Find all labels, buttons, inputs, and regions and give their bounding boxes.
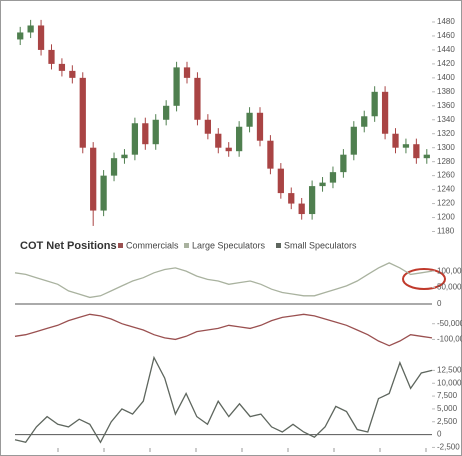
candle-body	[90, 147, 97, 211]
candle-body	[152, 119, 159, 145]
candle-body	[142, 123, 149, 145]
candle-body	[110, 158, 118, 176]
y-tick-label: 1360	[437, 101, 455, 110]
candle-body	[37, 25, 45, 50]
y-tick-label: 1460	[437, 31, 455, 40]
y-tick-label: 10,000	[437, 378, 462, 387]
candle-body	[194, 77, 201, 120]
candle-body	[131, 123, 139, 155]
candle-body	[308, 186, 316, 215]
legend-label: Large Speculators	[192, 240, 266, 250]
candle-body	[204, 119, 211, 134]
series-line	[14, 313, 433, 347]
legend-swatch	[276, 243, 281, 248]
y-tick-label: 100,000	[437, 266, 462, 275]
candle-body	[423, 154, 430, 159]
candle-body	[319, 182, 326, 187]
y-tick-label: -2,500	[437, 443, 460, 452]
y-tick-label: 50,000	[437, 283, 462, 292]
candle-body	[17, 32, 24, 40]
series-line	[14, 262, 433, 299]
y-tick-label: 2,500	[437, 417, 458, 426]
y-tick-label: 1380	[437, 87, 455, 96]
y-tick-label: 1280	[437, 157, 455, 166]
candle-body	[340, 154, 347, 173]
candle-body	[225, 147, 232, 152]
candle-body	[392, 133, 399, 148]
candle-body	[256, 112, 264, 141]
y-tick-label: 7,500	[437, 391, 458, 400]
y-tick-label: 1220	[437, 199, 455, 208]
candle-body	[163, 105, 170, 120]
legend-title: COT Net Positions	[20, 240, 117, 252]
candle-body	[350, 126, 357, 155]
candle-body	[361, 116, 368, 127]
y-tick-label: 1200	[437, 213, 455, 222]
y-tick-label: 0	[437, 430, 442, 439]
candle-body	[402, 144, 410, 148]
candle-body	[267, 140, 274, 169]
legend-label: Commercials	[126, 240, 179, 250]
y-tick-label: 1400	[437, 73, 455, 82]
legend-swatch	[184, 243, 189, 248]
series-line	[14, 355, 433, 444]
candle-body	[27, 25, 34, 33]
candle-body	[58, 63, 66, 71]
y-tick-label: 1180	[437, 227, 455, 236]
candle-body	[100, 175, 107, 211]
y-tick-label: 1260	[437, 171, 455, 180]
candle-body	[236, 126, 243, 152]
legend-label: Small Speculators	[284, 240, 357, 250]
candle-body	[173, 67, 180, 106]
candle-body	[215, 133, 222, 148]
y-tick-label: 1240	[437, 185, 455, 194]
y-tick-label: 1480	[437, 17, 455, 26]
y-tick-label: 1420	[437, 59, 455, 68]
y-tick-label: 5,000	[437, 404, 458, 413]
legend-swatch	[118, 243, 123, 248]
candle-body	[329, 172, 337, 183]
candle-body	[298, 203, 305, 215]
candle-body	[69, 70, 76, 78]
candle-body	[371, 91, 378, 117]
candle-body	[121, 154, 128, 159]
candle-body	[79, 77, 86, 148]
y-tick-label: 12,500	[437, 366, 462, 375]
y-tick-label: 0	[437, 299, 442, 308]
y-tick-label: -100,000	[437, 335, 462, 344]
y-tick-label: 1320	[437, 129, 455, 138]
y-tick-label: 1300	[437, 143, 455, 152]
candle-body	[288, 193, 295, 204]
candle-body	[381, 91, 389, 134]
y-tick-label: -50,000	[437, 319, 462, 328]
candle-body	[48, 49, 55, 64]
candle-body	[277, 168, 284, 194]
highlight-ellipse	[402, 268, 446, 290]
candle-body	[183, 67, 191, 78]
y-tick-label: 1440	[437, 45, 455, 54]
y-tick-label: 1340	[437, 115, 455, 124]
candle-body	[246, 112, 253, 127]
candle-body	[413, 144, 420, 159]
